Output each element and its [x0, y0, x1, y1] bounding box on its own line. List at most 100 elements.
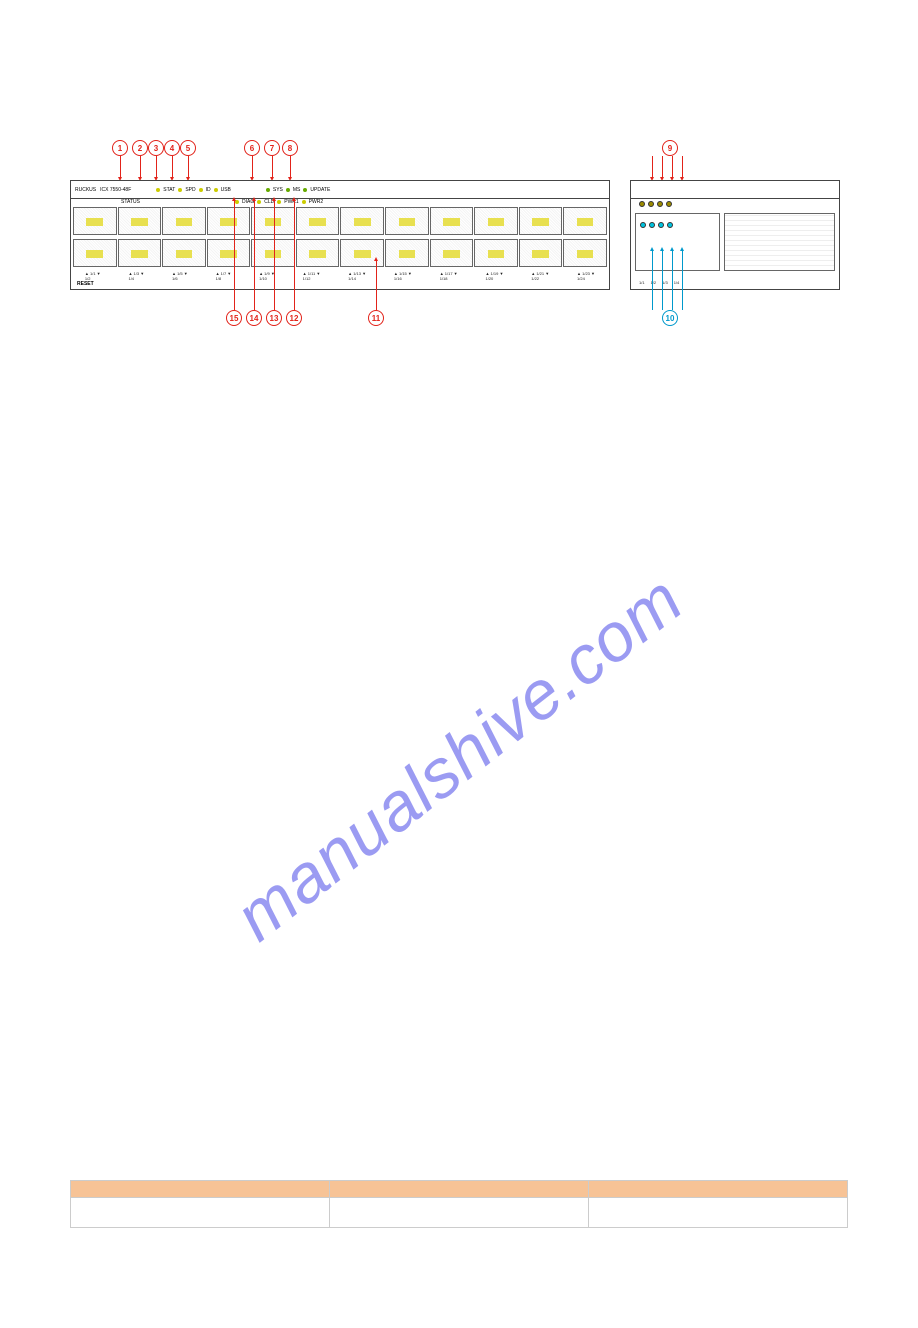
sfp-port — [519, 239, 563, 267]
sfp-port — [385, 239, 429, 267]
callout-arrow — [652, 156, 653, 178]
port-row-bottom — [71, 237, 609, 269]
callout-7: 7 — [264, 140, 280, 156]
status-label: STATUS — [121, 199, 140, 205]
mgmt-led-icon — [658, 222, 664, 228]
callout-9: 9 — [662, 140, 678, 156]
callout-arrow — [254, 200, 255, 310]
led-icon — [303, 188, 307, 192]
mgmt-led-icon — [657, 201, 663, 207]
sfp-port — [519, 207, 563, 235]
sfp-port — [296, 207, 340, 235]
mgmt-led-icon — [666, 201, 672, 207]
sfp-port — [162, 207, 206, 235]
table-cell — [71, 1198, 330, 1228]
table-header-row — [71, 1181, 848, 1198]
led-label: STAT — [163, 187, 175, 193]
callout-14: 14 — [246, 310, 262, 326]
model-label: ICX 7550-48F — [100, 187, 131, 193]
sfp-port — [340, 239, 384, 267]
brand-label: RUCKUS — [75, 187, 96, 193]
mgmt-leds-row — [631, 199, 839, 209]
sfp-port — [385, 207, 429, 235]
callout-arrow — [290, 156, 291, 178]
mgmt-led-icon — [667, 222, 673, 228]
callout-3: 3 — [148, 140, 164, 156]
sfp-port — [296, 239, 340, 267]
callout-arrow — [662, 156, 663, 178]
callout-arrow — [188, 156, 189, 178]
callout-arrow — [156, 156, 157, 178]
led-icon — [302, 200, 306, 204]
led-icon — [257, 200, 261, 204]
sfp-port — [73, 207, 117, 235]
port-labels: ▲ 1/1 ▼1/2▲ 1/3 ▼1/4▲ 1/5 ▼1/6▲ 1/7 ▼1/8… — [71, 269, 609, 283]
sfp-port — [207, 207, 251, 235]
callout-12: 12 — [286, 310, 302, 326]
led-icon — [277, 200, 281, 204]
table-row — [71, 1198, 848, 1228]
led-label: SYS — [273, 187, 283, 193]
table-header-cell — [330, 1181, 589, 1198]
callout-arrow — [120, 156, 121, 178]
page: 1 2 3 4 5 6 7 8 9 RUCKUS ICX 7550-48F S — [0, 140, 918, 1328]
callout-6: 6 — [244, 140, 260, 156]
callout-arrow — [294, 200, 295, 310]
led-label: SPD — [185, 187, 195, 193]
mgmt-led-icon — [639, 201, 645, 207]
callout-arrow — [274, 200, 275, 310]
callout-8: 8 — [282, 140, 298, 156]
callout-arrow — [172, 156, 173, 178]
sfp-port — [430, 207, 474, 235]
led-icon — [286, 188, 290, 192]
reset-label: RESET — [77, 281, 94, 287]
callout-arrow — [682, 156, 683, 178]
sfp-port — [118, 239, 162, 267]
sfp-port — [162, 239, 206, 267]
callout-arrow — [376, 260, 377, 310]
led-icon — [156, 188, 160, 192]
led-label: USB — [221, 187, 231, 193]
table-container — [70, 1180, 848, 1228]
led-label: UPDATE — [310, 187, 330, 193]
callout-arrow — [652, 250, 653, 310]
sfp-port — [73, 239, 117, 267]
led-icon — [199, 188, 203, 192]
watermark-text: manualshive.com — [221, 560, 698, 956]
led-label: PWR2 — [309, 199, 323, 205]
callout-arrow — [140, 156, 141, 178]
led-label: MS — [293, 187, 301, 193]
sfp-port — [118, 207, 162, 235]
callout-arrow — [682, 250, 683, 310]
callout-arrow — [672, 250, 673, 310]
led-label: ID — [206, 187, 211, 193]
callout-15: 15 — [226, 310, 242, 326]
switch-device: RUCKUS ICX 7550-48F STAT SPD ID USB SYS … — [70, 180, 610, 290]
mgmt-led-icon — [648, 201, 654, 207]
callout-arrow — [252, 156, 253, 178]
led-icon — [266, 188, 270, 192]
sfp-port — [474, 207, 518, 235]
callout-11: 11 — [368, 310, 384, 326]
mgmt-slot — [635, 213, 720, 271]
callout-2: 2 — [132, 140, 148, 156]
table-header-cell — [71, 1181, 330, 1198]
callout-10: 10 — [662, 310, 678, 326]
mgmt-led-icon — [640, 222, 646, 228]
sfp-port — [340, 207, 384, 235]
sfp-port — [563, 207, 607, 235]
sfp-port — [207, 239, 251, 267]
table-header-cell — [589, 1181, 848, 1198]
callout-13: 13 — [266, 310, 282, 326]
table-cell — [330, 1198, 589, 1228]
mgmt-led-icon — [649, 222, 655, 228]
sfp-port — [563, 239, 607, 267]
callout-table — [70, 1180, 848, 1228]
callout-arrow — [272, 156, 273, 178]
callout-arrow — [234, 200, 235, 310]
callout-arrow — [672, 156, 673, 178]
callout-4: 4 — [164, 140, 180, 156]
led-icon — [214, 188, 218, 192]
status-bar: RUCKUS ICX 7550-48F STAT SPD ID USB SYS … — [71, 181, 609, 199]
callout-arrow — [662, 250, 663, 310]
